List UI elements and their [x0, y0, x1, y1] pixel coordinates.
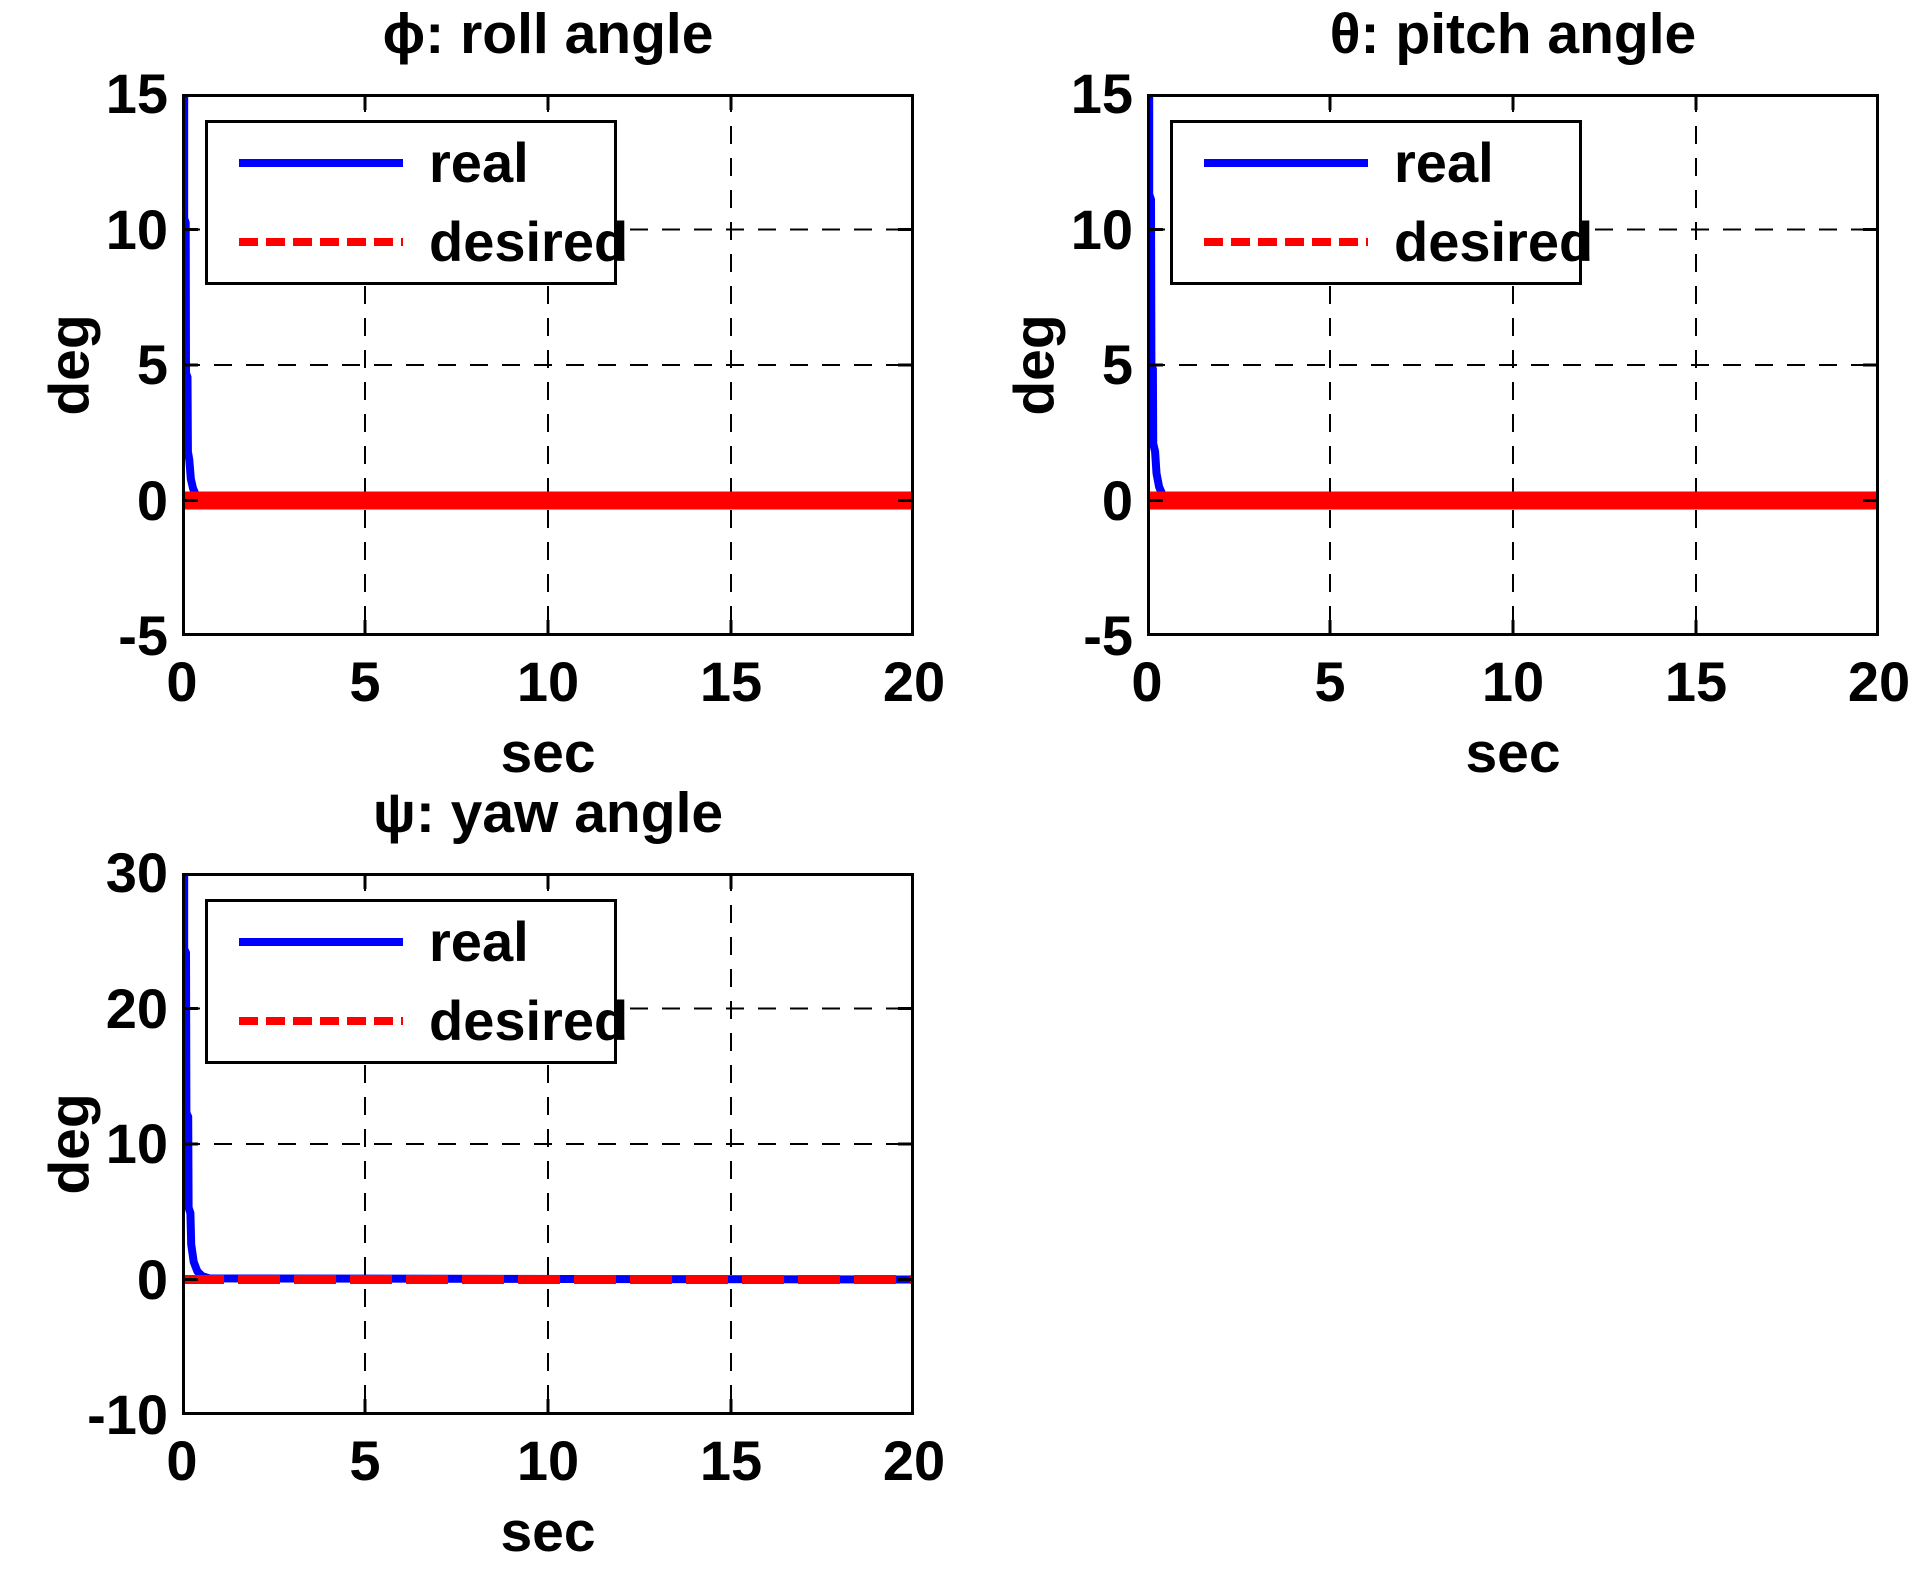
x-tick-label: 10 — [516, 650, 580, 713]
legend-real-label: real — [1394, 130, 1494, 194]
roll-plot-area — [182, 94, 914, 636]
y-tick-label: 10 — [105, 1112, 168, 1175]
x-tick-label: 0 — [1131, 650, 1163, 713]
legend-row-real: real — [208, 123, 614, 203]
y-tick-label: -5 — [118, 604, 168, 667]
y-tick-label: 10 — [1070, 197, 1133, 261]
y-tick-label: 15 — [105, 62, 168, 125]
y-tick-label: 5 — [1101, 333, 1133, 396]
real-line-sample-icon — [239, 937, 403, 946]
pitch-plot-area — [1147, 94, 1879, 636]
legend-row-real: real — [1173, 123, 1579, 203]
x-tick-label: 0 — [166, 1429, 198, 1492]
y-tick-label: 20 — [105, 976, 168, 1040]
pitch-x-axis-label: sec — [1465, 721, 1561, 785]
x-tick-label: 10 — [516, 1429, 580, 1492]
roll-angle-panel: ϕ: roll angle deg sec real desired 0 5 10 1… — [38, 2, 945, 785]
x-tick-label: 15 — [1664, 650, 1728, 713]
desired-line-sample-icon — [1204, 238, 1368, 247]
pitch-chart-title: θ: pitch angle — [1329, 2, 1697, 66]
legend-row-real: real — [208, 902, 614, 982]
desired-line-sample-icon — [239, 1017, 403, 1026]
y-tick-label: -10 — [87, 1383, 168, 1446]
real-line-sample-icon — [1204, 158, 1368, 167]
legend-row-desired: desired — [208, 982, 628, 1062]
legend-real-label: real — [429, 130, 529, 194]
legend-desired-label: desired — [1394, 210, 1594, 274]
y-tick-label: 0 — [1101, 468, 1133, 532]
x-tick-label: 20 — [1847, 650, 1911, 713]
legend-desired-label: desired — [429, 210, 629, 274]
yaw-plot-area — [182, 873, 914, 1415]
legend-row-desired: desired — [208, 203, 628, 283]
legend-row-desired: desired — [1173, 203, 1593, 283]
legend-desired-label: desired — [429, 989, 629, 1053]
x-tick-label: 15 — [699, 650, 763, 713]
y-tick-label: 0 — [136, 1247, 168, 1311]
x-tick-label: 20 — [882, 650, 946, 713]
y-tick-label: 15 — [1070, 62, 1133, 125]
y-tick-label: 30 — [105, 841, 168, 904]
roll-legend: real desired — [205, 120, 628, 285]
x-tick-label: 0 — [166, 650, 198, 713]
yaw-angle-panel: ψ: yaw angle deg sec real desired 0 5 10 15… — [38, 781, 945, 1564]
y-tick-label: 5 — [136, 333, 168, 396]
x-tick-label: 20 — [882, 1429, 946, 1492]
yaw-chart-title: ψ: yaw angle — [372, 781, 724, 845]
real-line-sample-icon — [239, 158, 403, 167]
x-tick-label: 5 — [1314, 650, 1346, 713]
pitch-angle-panel: θ: pitch angle deg sec real desired 0 5 10… — [1003, 2, 1910, 785]
x-tick-label: 5 — [349, 650, 381, 713]
yaw-x-axis-label: sec — [500, 1500, 596, 1564]
legend-real-label: real — [429, 909, 529, 973]
yaw-legend: real desired — [205, 899, 628, 1064]
desired-line-sample-icon — [239, 238, 403, 247]
y-tick-label: 0 — [136, 468, 168, 532]
y-tick-label: -5 — [1083, 604, 1133, 667]
x-tick-label: 10 — [1481, 650, 1545, 713]
roll-chart-title: ϕ: roll angle — [382, 2, 714, 66]
x-tick-label: 5 — [349, 1429, 381, 1492]
roll-x-axis-label: sec — [500, 721, 596, 785]
y-tick-label: 10 — [105, 197, 168, 261]
pitch-legend: real desired — [1170, 120, 1593, 285]
x-tick-label: 15 — [699, 1429, 763, 1492]
